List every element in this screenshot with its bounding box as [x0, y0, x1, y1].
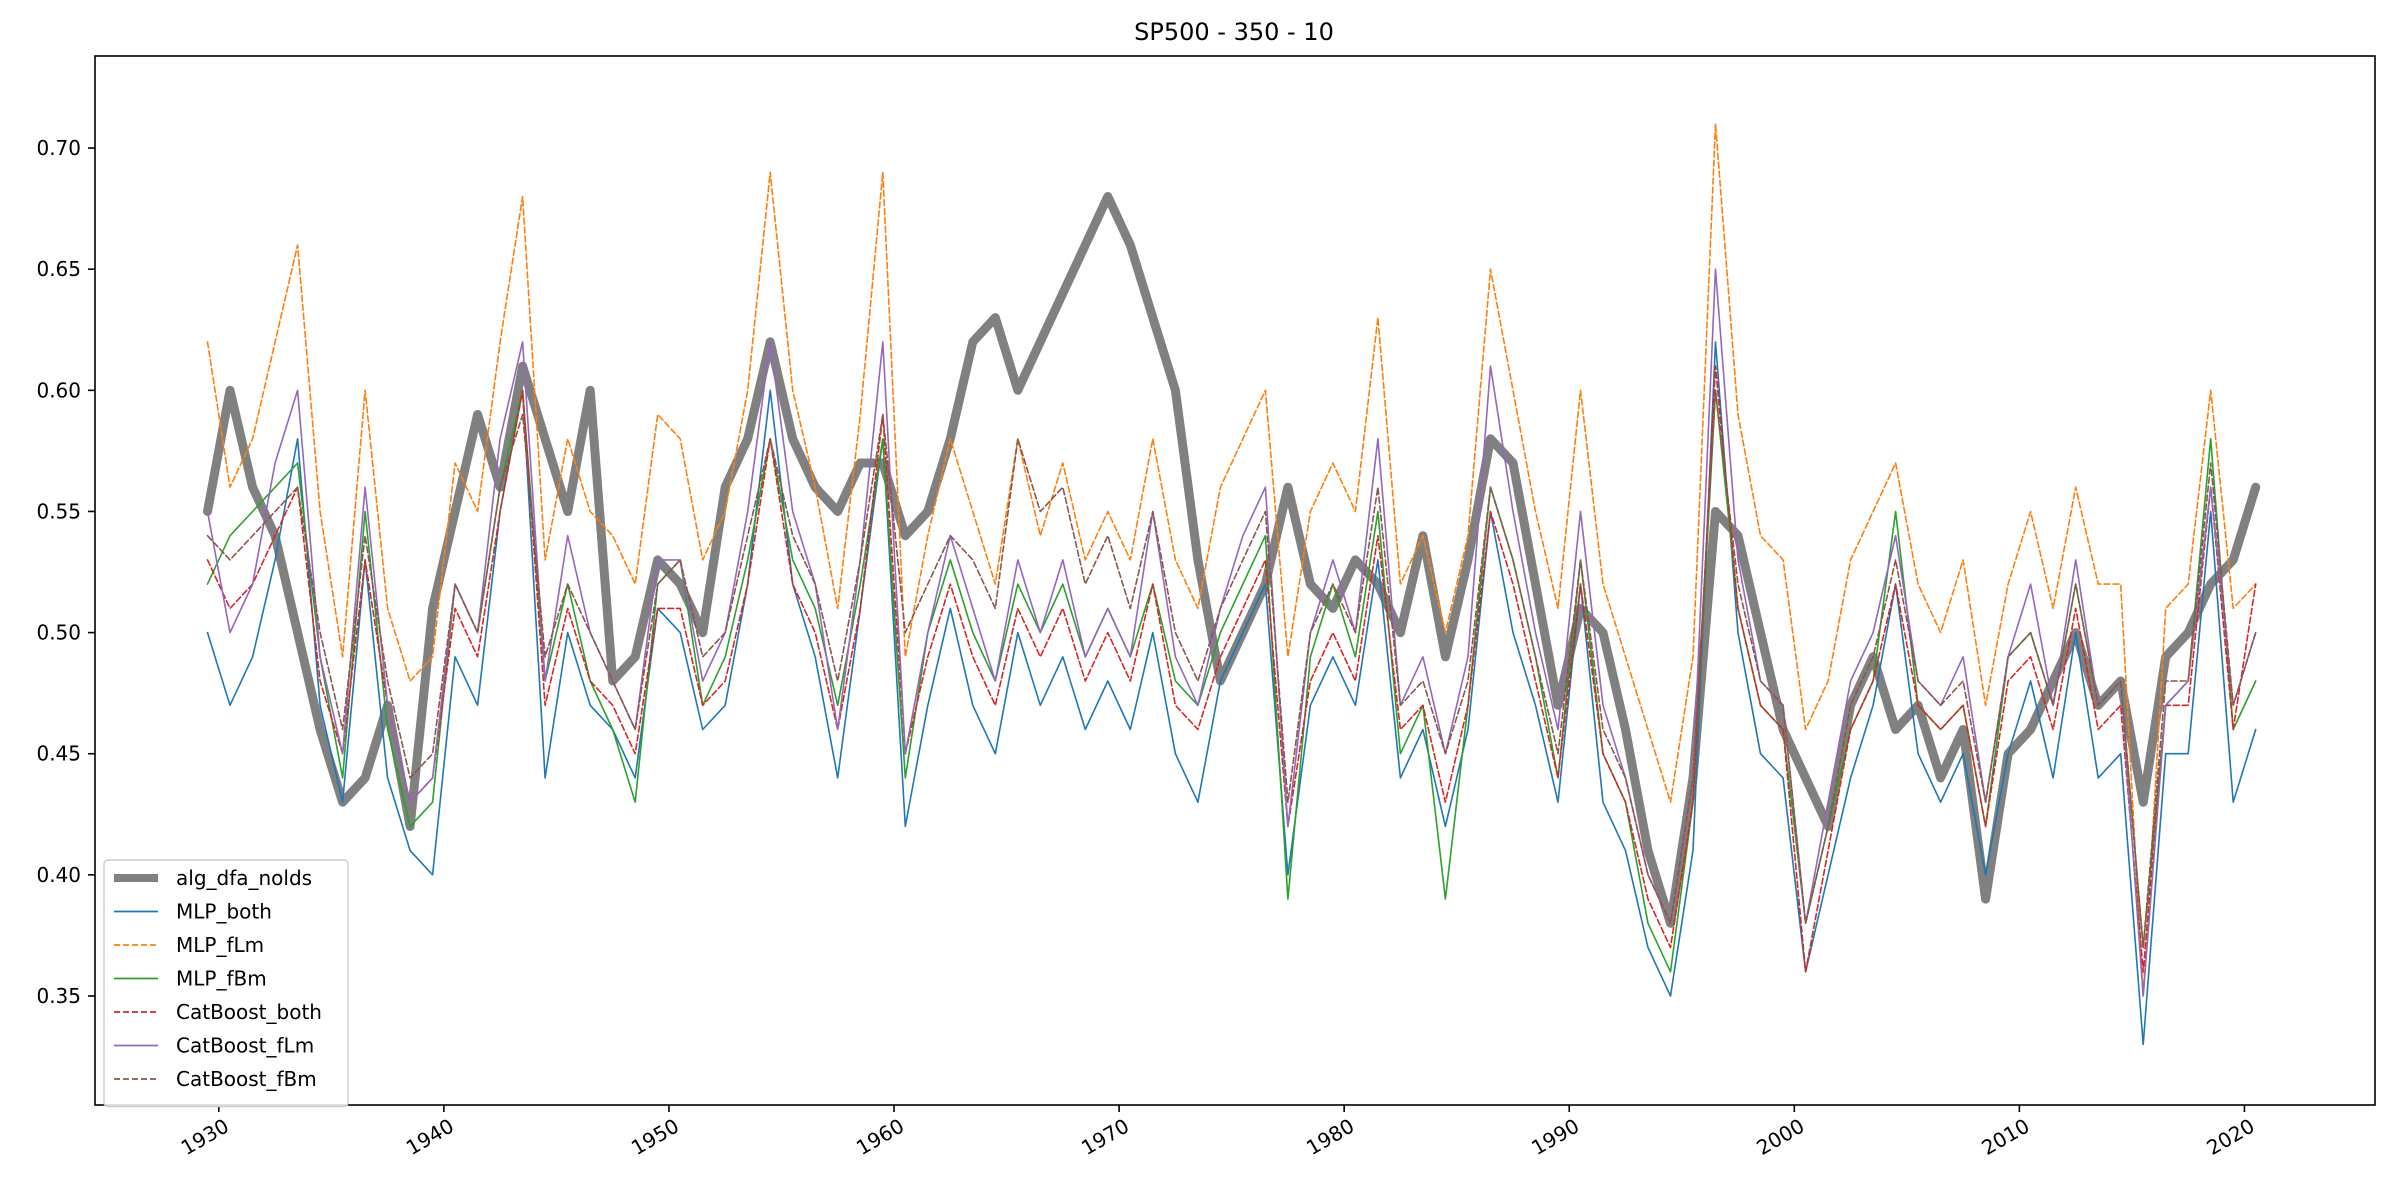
legend-label-catboost-both: CatBoost_both: [176, 1000, 322, 1024]
y-tick-label: 0.70: [36, 136, 81, 160]
legend: alg_dfa_nolds MLP_both MLP_fLm MLP_fBm CatBo…: [103, 859, 349, 1108]
series-layer: [203, 123, 2261, 1046]
y-tick-label: 0.60: [36, 378, 81, 402]
series-line-mlp-fbm: [206, 389, 2257, 973]
y-axis: 0.35 0.40 0.45 0.50 0.55 0.60 0.65 0.70: [36, 136, 95, 1008]
series-line-mlp-flm: [206, 123, 2257, 997]
plot-frame: [94, 55, 2376, 1106]
y-tick-label: 0.35: [36, 984, 81, 1008]
y-tick-label: 0.65: [36, 257, 81, 281]
chart-title: SP500 - 350 - 10: [1134, 18, 1334, 46]
legend-label-catboost-fbm: CatBoost_fBm: [176, 1067, 317, 1091]
y-tick-label: 0.50: [36, 621, 81, 645]
y-tick-label: 0.55: [36, 499, 81, 523]
y-tick-label: 0.40: [36, 863, 81, 887]
legend-label-mlp-flm: MLP_fLm: [176, 933, 264, 957]
legend-label-catboost-flm: CatBoost_fLm: [176, 1034, 314, 1058]
legend-box: [103, 859, 349, 1108]
series-line-catboost-both: [206, 365, 2257, 973]
series-line-mlp-both: [206, 341, 2257, 1046]
legend-label-mlp-fbm: MLP_fBm: [176, 967, 267, 991]
y-tick-label: 0.45: [36, 742, 81, 766]
legend-label-mlp-both: MLP_both: [176, 900, 272, 924]
legend-label-alg-dfa-nolds: alg_dfa_nolds: [176, 866, 312, 890]
series-line-catboost-fbm: [206, 389, 2257, 949]
